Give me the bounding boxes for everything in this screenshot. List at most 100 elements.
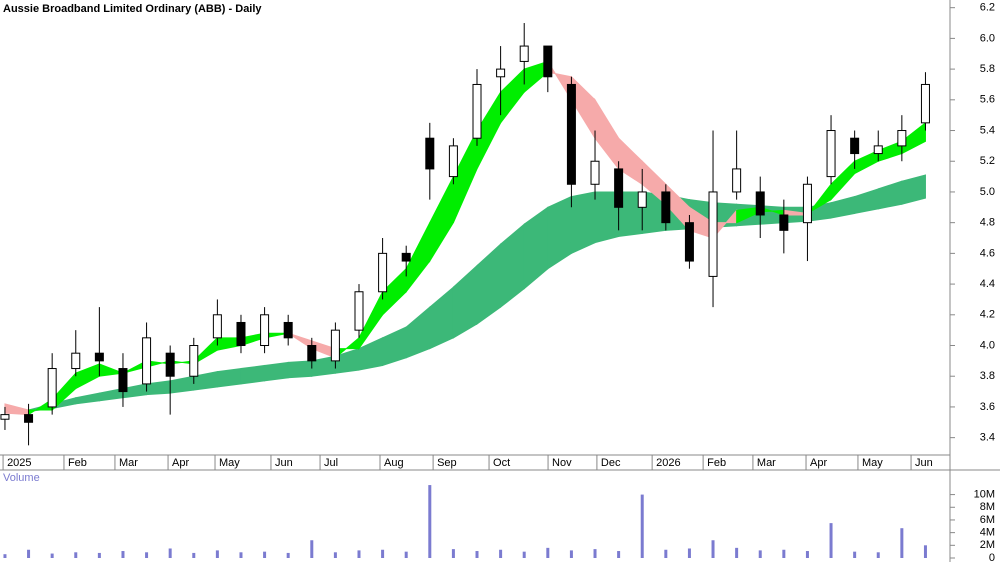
volume-tick-label: 10M <box>974 488 995 500</box>
x-tick-label: Apr <box>172 457 189 469</box>
candle-body <box>0 414 10 420</box>
candle-body <box>307 345 317 362</box>
candle-body <box>94 352 104 362</box>
candle-body <box>543 45 553 78</box>
x-tick-label: Jun <box>915 457 933 469</box>
candle-body <box>566 83 576 185</box>
y-tick-label: 4.2 <box>980 309 995 321</box>
volume-bar <box>381 549 385 558</box>
volume-tick-label: 6M <box>980 514 995 526</box>
x-tick-label: 2026 <box>656 457 680 469</box>
volume-bar <box>192 552 196 558</box>
candle-body <box>472 83 482 139</box>
candle-body <box>283 321 293 339</box>
candle-body <box>802 183 812 224</box>
x-tick-label: May <box>862 457 883 469</box>
volume-bar <box>664 549 668 558</box>
volume-bar <box>735 547 739 558</box>
slow-ribbon <box>570 191 596 255</box>
volume-bar <box>50 553 54 558</box>
x-tick-label: Jun <box>275 457 293 469</box>
volume-bar <box>121 551 125 558</box>
volume-tick-label: 2M <box>980 539 995 551</box>
candle-body <box>873 145 883 155</box>
slow-ribbon <box>287 360 313 379</box>
volume-bar <box>617 551 621 558</box>
y-tick-label: 3.6 <box>980 401 995 413</box>
candle-body <box>637 191 647 208</box>
volume-bar <box>546 547 550 558</box>
candle-body <box>850 137 860 155</box>
volume-bar <box>168 548 172 558</box>
volume-bar <box>900 528 904 558</box>
x-tick-label: Feb <box>707 457 726 469</box>
y-tick-label: 4.0 <box>980 339 995 351</box>
x-tick-label: Sep <box>437 457 457 469</box>
candle-body <box>401 252 411 262</box>
x-tick-label: Feb <box>68 457 87 469</box>
candle-body <box>779 214 789 231</box>
y-tick-label: 4.6 <box>980 247 995 259</box>
chart-title: Aussie Broadband Limited Ordinary (ABB) … <box>3 3 262 15</box>
volume-bar <box>640 494 644 558</box>
candle-body <box>920 83 930 124</box>
candle-body <box>708 191 718 277</box>
volume-bar <box>593 549 597 558</box>
volume-bar <box>829 523 833 558</box>
y-tick-label: 4.4 <box>980 278 995 290</box>
volume-bar <box>428 485 432 558</box>
y-tick-label: 6.0 <box>980 32 995 44</box>
candle-body <box>142 337 152 385</box>
candle-body <box>496 68 506 78</box>
volume-bar <box>782 549 786 558</box>
x-tick-label: Jul <box>324 457 338 469</box>
y-tick-label: 5.6 <box>980 94 995 106</box>
candle-body <box>47 368 57 408</box>
y-tick-label: 5.2 <box>980 155 995 167</box>
y-tick-label: 4.8 <box>980 217 995 229</box>
volume-bar <box>687 548 691 558</box>
volume-bar <box>239 552 243 558</box>
slow-ribbon <box>216 367 242 388</box>
volume-bar <box>145 552 149 558</box>
volume-bar <box>923 545 927 558</box>
candle-body <box>378 252 388 293</box>
volume-bar <box>711 540 715 558</box>
candle-body <box>826 130 836 178</box>
volume-bar <box>522 551 526 558</box>
x-tick-label: Oct <box>493 457 510 469</box>
candle-body <box>189 345 199 377</box>
x-tick-label: Nov <box>552 457 572 469</box>
y-tick-label: 3.8 <box>980 370 995 382</box>
volume-bar <box>215 550 219 558</box>
volume-bar <box>27 549 31 558</box>
slow-ribbon <box>901 174 926 205</box>
candle-body <box>614 168 624 208</box>
candle-body <box>260 314 270 347</box>
candle-body <box>165 352 175 377</box>
x-tick-label: May <box>219 457 240 469</box>
candle-body <box>212 314 222 339</box>
x-tick-label: Mar <box>757 457 776 469</box>
candle-body <box>590 160 600 185</box>
y-tick-label: 5.8 <box>980 63 995 75</box>
candle-body <box>661 191 671 224</box>
candle-body <box>71 352 81 370</box>
slow-ribbon <box>240 364 266 385</box>
candle-body <box>897 130 907 147</box>
volume-bar <box>357 550 361 558</box>
volume-bar <box>3 554 7 558</box>
candle-body <box>425 137 435 170</box>
volume-tick-label: 8M <box>980 501 995 513</box>
volume-bar <box>499 549 503 558</box>
volume-bar <box>74 552 78 558</box>
volume-tick-label: 4M <box>980 527 995 539</box>
x-tick-label: 2025 <box>7 457 31 469</box>
y-tick-label: 5.0 <box>980 186 995 198</box>
slow-ribbon <box>264 361 289 382</box>
volume-bar <box>569 550 573 558</box>
candle-body <box>755 191 765 216</box>
volume-bar <box>310 540 314 558</box>
x-tick-label: Dec <box>601 457 621 469</box>
